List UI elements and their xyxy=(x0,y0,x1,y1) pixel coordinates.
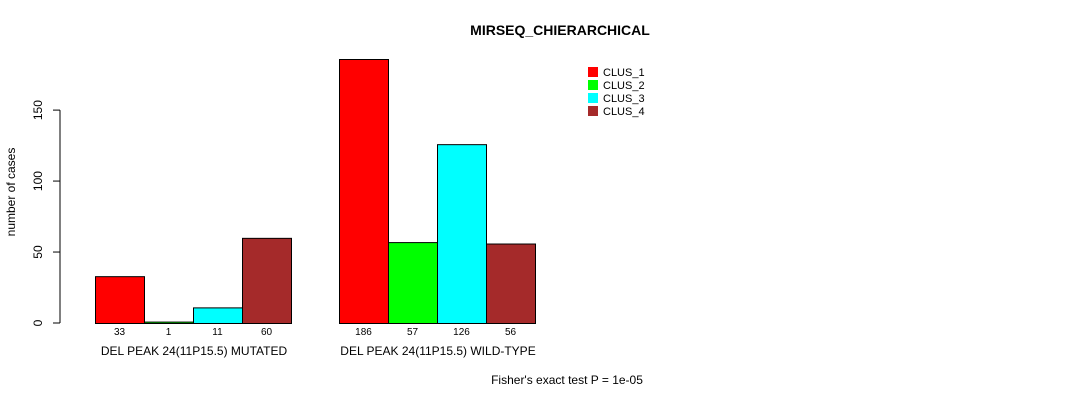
fisher-test-footnote: Fisher's exact test P = 1e-05 xyxy=(491,373,643,387)
bar-mutated-clus-4 xyxy=(242,237,292,325)
bar-wild-type-clus-4 xyxy=(486,243,536,324)
bar-wild-type-clus-2 xyxy=(388,242,438,324)
bar-mutated-clus-2 xyxy=(144,321,194,325)
bar-wild-type-clus-3 xyxy=(437,144,487,324)
bars xyxy=(95,59,536,325)
group-label-mutated: DEL PEAK 24(11P15.5) MUTATED xyxy=(101,344,288,358)
legend-label-clus-1: CLUS_1 xyxy=(603,67,645,79)
y-tick-label: 100 xyxy=(31,171,45,191)
y-tick-label: 50 xyxy=(31,245,45,259)
legend-swatch-clus-4 xyxy=(588,106,598,116)
y-tick-label: 0 xyxy=(31,319,45,326)
bar-wild-type-clus-1 xyxy=(339,59,389,324)
count-labels: 33 1 11 60 186 57 126 56 xyxy=(114,327,517,338)
group-label-wild-type: DEL PEAK 24(11P15.5) WILD-TYPE xyxy=(340,344,535,358)
y-tick-label: 150 xyxy=(31,100,45,120)
bar-count-label: 11 xyxy=(212,327,223,338)
bar-count-label: 186 xyxy=(355,327,372,338)
legend-swatch-clus-2 xyxy=(588,80,598,90)
legend-label-clus-4: CLUS_4 xyxy=(603,106,645,118)
bar-count-label: 33 xyxy=(114,327,126,338)
bar-count-label: 60 xyxy=(261,327,273,338)
bar-count-label: 1 xyxy=(166,327,172,338)
bar-count-label: 126 xyxy=(453,327,470,338)
legend-label-clus-2: CLUS_2 xyxy=(603,80,645,92)
y-axis-label: number of cases xyxy=(4,148,18,237)
y-axis: 0 50 100 150 xyxy=(31,100,61,326)
bar-mutated-clus-1 xyxy=(95,276,145,324)
legend-swatch-clus-1 xyxy=(588,67,598,77)
legend-label-clus-3: CLUS_3 xyxy=(603,93,645,105)
chart-title: MIRSEQ_CHIERARCHICAL xyxy=(470,22,650,38)
bar-mutated-clus-3 xyxy=(193,307,243,324)
bar-count-label: 57 xyxy=(407,327,419,338)
bar-count-label: 56 xyxy=(505,327,517,338)
legend-swatch-clus-3 xyxy=(588,93,598,103)
